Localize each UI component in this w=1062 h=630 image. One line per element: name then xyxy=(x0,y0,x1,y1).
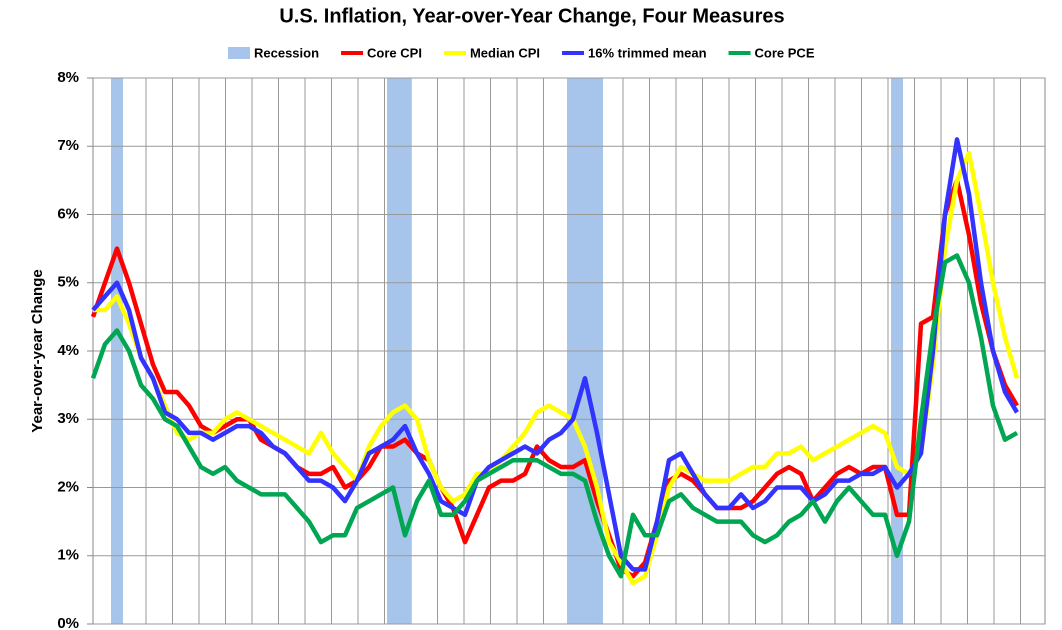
chart-title: U.S. Inflation, Year-over-Year Change, F… xyxy=(279,5,784,27)
legend-swatch xyxy=(228,47,250,59)
y-tick-label: 4% xyxy=(57,342,79,359)
y-tick-label: 7% xyxy=(57,137,79,154)
y-tick-label: 6% xyxy=(57,205,79,222)
y-axis-label: Year-over-year Change xyxy=(29,269,46,432)
legend-label: 16% trimmed mean xyxy=(588,45,707,60)
series-line xyxy=(91,137,1019,572)
y-tick-label: 3% xyxy=(57,410,79,427)
legend-label: Core CPI xyxy=(367,45,422,60)
legend-label: Core PCE xyxy=(755,45,815,60)
series-line xyxy=(90,253,1019,579)
legend: Recession Core CPI Median CPI 16% trimmed m… xyxy=(228,45,815,60)
y-tick-label: 0% xyxy=(57,615,79,630)
y-tick-label: 8% xyxy=(57,69,79,86)
y-tick-label: 2% xyxy=(57,478,79,495)
y-tick-label: 1% xyxy=(57,547,79,564)
legend-label: Recession xyxy=(254,45,319,60)
legend-label: Median CPI xyxy=(470,45,540,60)
y-tick-label: 5% xyxy=(57,274,79,291)
series-line xyxy=(93,150,1020,586)
